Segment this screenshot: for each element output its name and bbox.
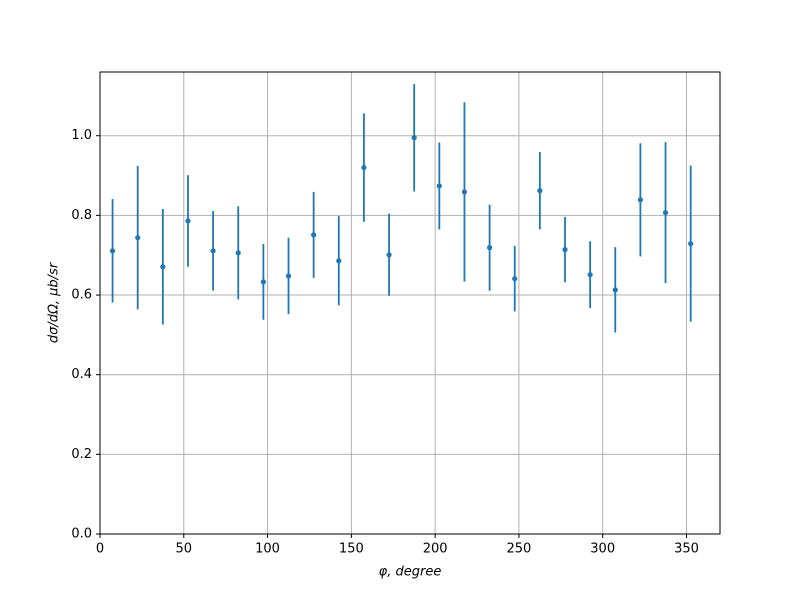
y-tick-label: 0.4	[71, 367, 92, 382]
data-point	[688, 241, 694, 247]
x-tick-label: 200	[423, 542, 448, 557]
data-point	[185, 218, 191, 224]
data-point	[587, 272, 593, 278]
data-point	[361, 164, 367, 171]
y-tick-label: 0.0	[71, 527, 92, 542]
data-point	[436, 183, 442, 189]
y-axis-label: dσ/dΩ, μb/sr	[47, 261, 62, 343]
data-point	[562, 247, 568, 253]
plot-frame	[99, 71, 721, 535]
x-tick-label: 100	[255, 542, 280, 557]
y-tick-label: 0.8	[71, 208, 92, 223]
x-tick-label: 300	[590, 542, 615, 557]
y-tick-label: 0.2	[71, 447, 92, 462]
y-tick-label: 1.0	[71, 128, 92, 143]
data-point	[210, 248, 216, 254]
x-tick-label: 350	[674, 542, 699, 557]
data-point	[311, 232, 317, 238]
x-axis-label: φ, degree	[379, 565, 442, 580]
data-point	[135, 235, 141, 241]
x-tick-label: 250	[507, 542, 532, 557]
data-point	[411, 135, 417, 141]
data-point	[461, 189, 468, 195]
x-tick-label: 0	[96, 542, 104, 557]
data-point	[612, 287, 618, 293]
data-point	[285, 273, 292, 279]
data-point	[336, 258, 342, 264]
data-point	[109, 248, 116, 254]
data-point	[486, 245, 493, 251]
data-point	[537, 188, 543, 194]
x-tick-label: 50	[176, 542, 193, 557]
data-point	[260, 279, 266, 285]
data-point	[386, 252, 392, 258]
y-tick-label: 0.6	[71, 288, 92, 303]
x-tick-label: 150	[339, 542, 364, 557]
data-point	[160, 264, 166, 270]
data-point	[512, 276, 518, 282]
data-point	[235, 250, 241, 256]
data-point	[662, 209, 669, 216]
data-point	[637, 197, 644, 203]
